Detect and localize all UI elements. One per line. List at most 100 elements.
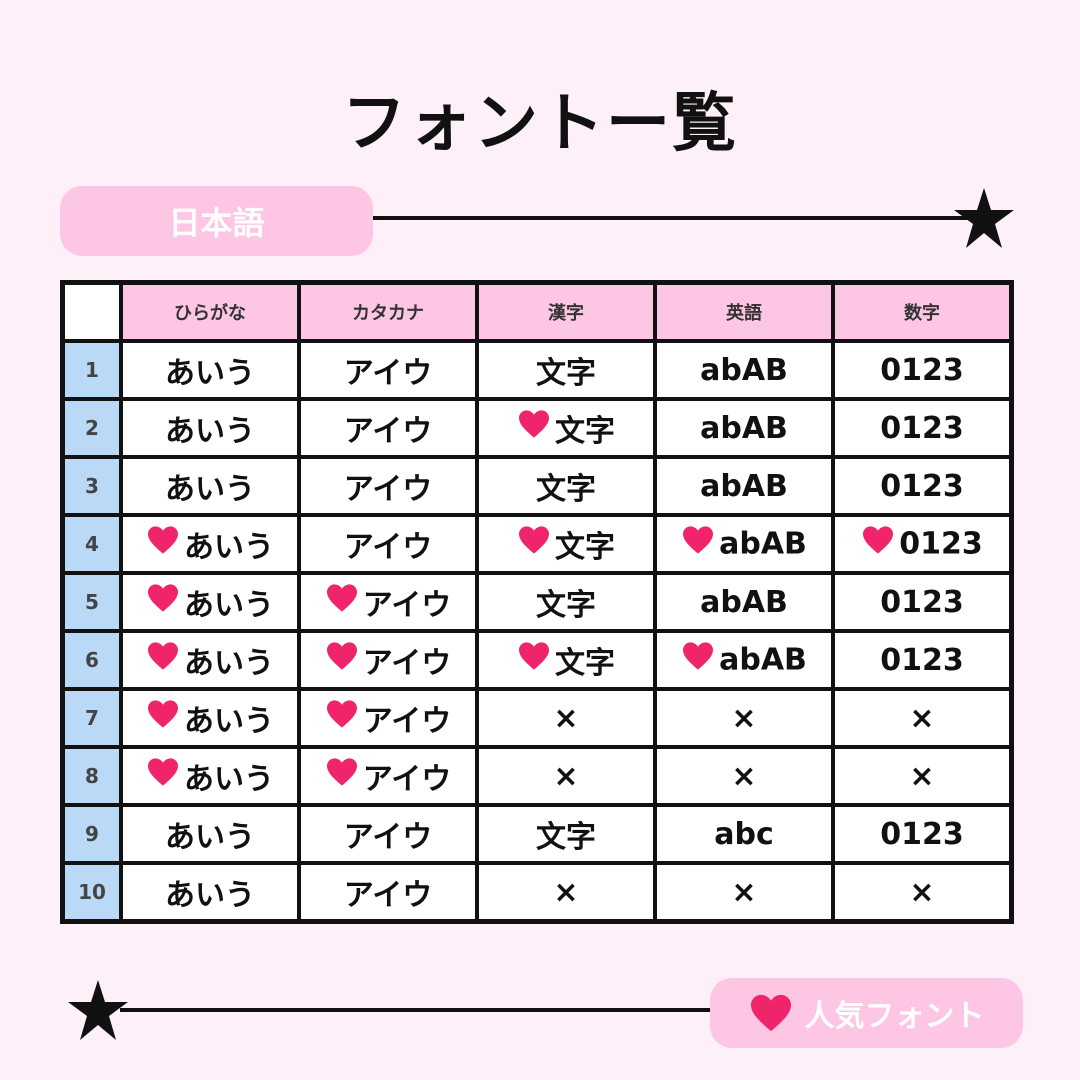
sample-text: あいう — [165, 472, 255, 507]
sample-text: アイウ — [362, 762, 452, 797]
table-row: 1 あいう アイウ 文字 abAB 0123 — [60, 339, 1014, 401]
font-sample-cell: abAB — [653, 571, 835, 633]
row-number: 5 — [60, 571, 123, 633]
sample-text: × — [909, 875, 935, 910]
row-number: 1 — [60, 339, 123, 401]
column-header: 漢字 — [475, 280, 657, 343]
font-sample-cell: 0123 — [831, 629, 1014, 691]
sample-text: 0123 — [880, 353, 964, 388]
sample-text: アイウ — [343, 530, 433, 565]
heart-icon — [325, 583, 359, 621]
font-sample-cell: abAB — [653, 455, 835, 517]
sample-text: abAB — [719, 642, 807, 678]
sample-text: abAB — [700, 585, 788, 620]
font-sample-cell: abc — [653, 803, 835, 865]
corner-cell — [60, 280, 123, 343]
sample-text: × — [553, 701, 579, 736]
sample-text: 0123 — [880, 643, 964, 678]
heart-icon — [146, 699, 180, 737]
sample-text: アイウ — [362, 704, 452, 739]
sample-text: あいう — [165, 820, 255, 855]
sample-text: × — [731, 759, 757, 794]
font-sample-cell: × — [831, 745, 1014, 807]
sample-text: 0123 — [880, 469, 964, 504]
font-sample-cell: あいう — [119, 687, 301, 749]
sample-text: 文字 — [536, 588, 596, 623]
font-sample-cell: abAB — [653, 339, 835, 401]
heart-icon — [861, 525, 895, 563]
column-header: 英語 — [653, 280, 835, 343]
column-header: カタカナ — [297, 280, 479, 343]
sample-text: アイウ — [362, 646, 452, 681]
font-table: ひらがな カタカナ 漢字 英語 数字 1 あいう アイウ 文字 abAB 0123 2 あいう アイウ文… — [60, 280, 1014, 924]
sample-text: 文字 — [555, 646, 615, 681]
divider-bottom — [120, 1008, 710, 1012]
font-sample-cell: あいう — [119, 513, 301, 575]
font-sample-cell: 0123 — [831, 339, 1014, 401]
font-sample-cell: 0123 — [831, 397, 1014, 459]
heart-icon — [325, 757, 359, 795]
sample-text: 0123 — [880, 585, 964, 620]
font-sample-cell: アイウ — [297, 397, 479, 459]
sample-text: あいう — [184, 704, 274, 739]
font-sample-cell: アイウ — [297, 629, 479, 691]
font-sample-cell: アイウ — [297, 339, 479, 401]
heart-icon — [146, 757, 180, 795]
font-sample-cell: あいう — [119, 629, 301, 691]
font-sample-cell: abAB — [653, 513, 835, 575]
table-row: 2 あいう アイウ 文字 abAB 0123 — [60, 397, 1014, 459]
sample-text: あいう — [184, 646, 274, 681]
sample-text: 0123 — [899, 526, 983, 562]
sample-text: × — [909, 701, 935, 736]
font-sample-cell: abAB — [653, 629, 835, 691]
sample-text: あいう — [184, 588, 274, 623]
sample-text: 0123 — [880, 411, 964, 446]
sample-text: × — [731, 875, 757, 910]
font-sample-cell: 文字 — [475, 571, 657, 633]
font-sample-cell: 文字 — [475, 397, 657, 459]
heart-icon — [517, 409, 551, 447]
sample-text: アイウ — [343, 878, 433, 913]
sample-text: あいう — [165, 414, 255, 449]
table-row: 7 あいう アイウ × × × — [60, 687, 1014, 749]
table-row: 4 あいう アイウ 文字 abAB 0123 — [60, 513, 1014, 575]
font-sample-cell: 0123 — [831, 803, 1014, 865]
row-number: 7 — [60, 687, 123, 749]
font-sample-cell: アイウ — [297, 571, 479, 633]
table-row: 9 あいう アイウ 文字 abc 0123 — [60, 803, 1014, 865]
font-sample-cell: あいう — [119, 339, 301, 401]
sample-text: アイウ — [343, 472, 433, 507]
sample-text: あいう — [165, 356, 255, 391]
star-icon — [68, 980, 128, 1040]
sample-text: abc — [714, 817, 774, 852]
sample-text: abAB — [719, 526, 807, 562]
page-title: フォントー覧 — [342, 87, 738, 161]
row-number: 8 — [60, 745, 123, 807]
font-sample-cell: あいう — [119, 861, 301, 924]
divider-top — [373, 216, 973, 220]
font-sample-cell: × — [475, 687, 657, 749]
table-row: 10 あいう アイウ × × × — [60, 861, 1014, 924]
sample-text: × — [731, 701, 757, 736]
star-icon — [954, 188, 1014, 248]
font-sample-cell: アイウ — [297, 455, 479, 517]
sample-text: × — [553, 875, 579, 910]
font-sample-cell: × — [831, 861, 1014, 924]
font-sample-cell: 0123 — [831, 513, 1014, 575]
sample-text: あいう — [184, 530, 274, 565]
table-row: 3 あいう アイウ 文字 abAB 0123 — [60, 455, 1014, 517]
font-sample-cell: 文字 — [475, 339, 657, 401]
font-sample-cell: × — [653, 745, 835, 807]
font-sample-cell: あいう — [119, 397, 301, 459]
sample-text: abAB — [700, 353, 788, 388]
font-sample-cell: アイウ — [297, 687, 479, 749]
font-sample-cell: × — [653, 687, 835, 749]
heart-icon — [681, 525, 715, 563]
row-number: 3 — [60, 455, 123, 517]
sample-text: あいう — [165, 878, 255, 913]
sample-text: 文字 — [555, 414, 615, 449]
sample-text: 文字 — [536, 356, 596, 391]
font-sample-cell: 文字 — [475, 629, 657, 691]
sample-text: × — [909, 759, 935, 794]
column-header: 数字 — [831, 280, 1014, 343]
